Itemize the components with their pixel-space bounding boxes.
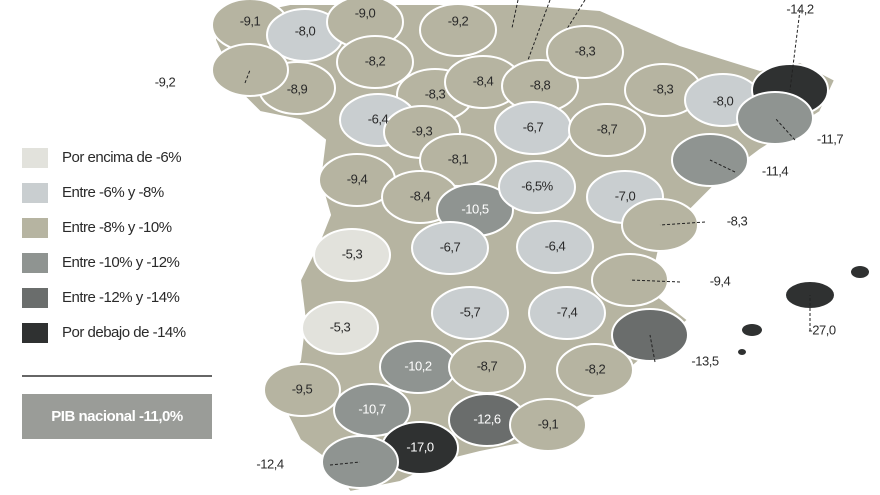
leader-line [649, 334, 656, 363]
province-label: -8,0 [295, 23, 316, 38]
province-label: -8,3 [727, 213, 748, 228]
province-label: -8,7 [477, 358, 498, 373]
legend-swatch [22, 183, 48, 203]
regions [211, 0, 869, 489]
province-label: -8,1 [448, 151, 469, 166]
leader-line [659, 221, 706, 226]
leader-line [629, 279, 681, 283]
province-label: -9,2 [448, 13, 469, 28]
province-label: -9,1 [240, 13, 261, 28]
province-label: -8,4 [473, 73, 494, 88]
province [313, 228, 391, 282]
province [301, 301, 379, 355]
province [336, 35, 414, 89]
province-label: -8,7 [597, 121, 618, 136]
legend-swatch [22, 218, 48, 238]
province-label: -12,6 [473, 411, 500, 426]
province-label: -8,2 [585, 361, 606, 376]
island [738, 349, 746, 355]
national-box [22, 394, 212, 439]
province-label: -11,4 [762, 163, 788, 178]
province-label: -9,0 [355, 5, 376, 20]
province-label: -10,2 [404, 358, 431, 373]
province-label: -27,0 [808, 322, 835, 337]
legend-swatch [22, 323, 48, 343]
leader-line [789, 9, 801, 91]
province [528, 286, 606, 340]
province-label: -9,1 [538, 416, 559, 431]
province [556, 343, 634, 397]
province-label: -6,7 [440, 239, 461, 254]
province-label: -6,4 [368, 111, 389, 126]
province-label: -12,4 [256, 456, 283, 471]
province-label: -6,5% [521, 178, 553, 193]
province [211, 43, 289, 97]
legend-label: Entre -10% y -12% [62, 254, 180, 271]
province-label: -8,3 [425, 86, 446, 101]
province-label: -10,5 [461, 201, 488, 216]
island [742, 324, 762, 336]
province-label: -5,3 [342, 246, 363, 261]
province-label: -9,5 [292, 381, 313, 396]
legend-label: Entre -8% y -10% [62, 219, 172, 236]
province [419, 3, 497, 57]
province-label: -11,7 [817, 131, 843, 146]
legend: Por encima de -6% Entre -6% y -8% Entre -8… [22, 148, 186, 343]
labels: -9,1 -8,0 -9,0 -9,2 -8,2 -8,9 -8,3 -8,4 -8,8 -8,3… [155, 1, 844, 471]
island [851, 266, 869, 278]
province-label: -14,2 [786, 1, 813, 16]
province-label: -5,7 [460, 304, 481, 319]
province [411, 221, 489, 275]
legend-label: Entre -6% y -8% [62, 184, 164, 201]
province [516, 220, 594, 274]
province-label: -9,4 [710, 273, 731, 288]
province-label: -8,2 [365, 53, 386, 68]
legend-label: Por encima de -6% [62, 149, 181, 166]
province-label: -8,3 [575, 43, 596, 58]
province-label: -6,7 [523, 119, 544, 134]
province-label: -6,4 [545, 238, 566, 253]
legend-swatch [22, 148, 48, 168]
province [431, 286, 509, 340]
province-label: -7,0 [615, 188, 636, 203]
legend-label: Entre -12% y -14% [62, 289, 180, 306]
province [333, 383, 411, 437]
province-label: -8,4 [410, 188, 431, 203]
leader-line [329, 461, 361, 466]
province-label: -9,4 [347, 171, 368, 186]
province [546, 25, 624, 79]
province-label: -8,8 [530, 77, 551, 92]
province-label: -5,3 [330, 319, 351, 334]
legend-label: Por debajo de -14% [62, 324, 186, 341]
province-label: -8,9 [287, 81, 308, 96]
leader-line [244, 69, 251, 84]
province [263, 363, 341, 417]
national-gdp: PIB nacional -11,0% [51, 408, 183, 425]
province-label: -8,3 [653, 81, 674, 96]
province-label: -8,0 [713, 93, 734, 108]
province-label: -7,4 [557, 304, 578, 319]
province [568, 103, 646, 157]
province [736, 91, 814, 145]
province-label: -9,3 [412, 123, 433, 138]
province-label: -10,7 [358, 401, 385, 416]
province [498, 160, 576, 214]
legend-swatch [22, 253, 48, 273]
leader-lines [511, 0, 586, 61]
legend-swatch [22, 288, 48, 308]
province-label: -17,0 [406, 439, 433, 454]
province-label: -13,5 [691, 353, 718, 368]
province-label: -9,2 [155, 74, 176, 89]
province [509, 398, 587, 452]
